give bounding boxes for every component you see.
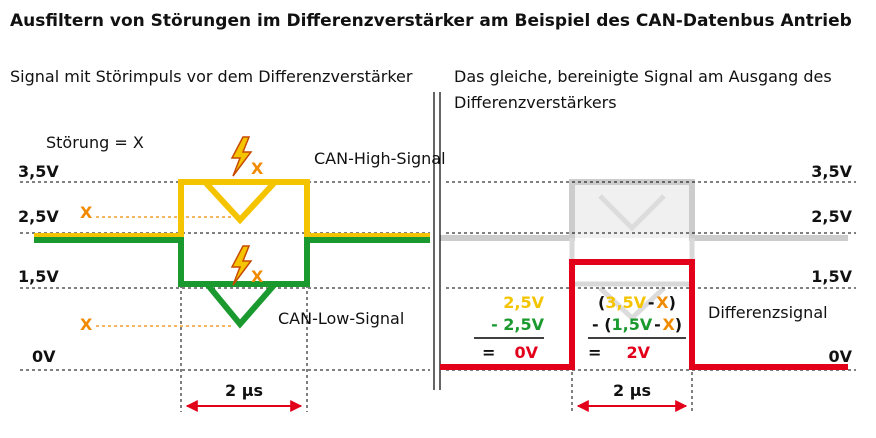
right-caption-line1: Das gleiche, bereinigte Signal am Ausgan… xyxy=(454,67,832,86)
differenzsignal-label: Differenzsignal xyxy=(708,303,828,322)
lightning-icon xyxy=(232,246,251,285)
can-low-trace xyxy=(34,240,430,284)
level-label-2v5-left: 2,5V xyxy=(18,207,59,226)
calc-left-eq: = xyxy=(482,343,495,362)
level-label-3v5-left: 3,5V xyxy=(18,162,59,181)
time-label-right: 2 µs xyxy=(613,381,651,400)
level-label-1v5-left: 1,5V xyxy=(18,267,59,286)
calc-right-line2: - (1,5V - X) xyxy=(592,315,682,334)
left-caption: Signal mit Störimpuls vor dem Differenzv… xyxy=(10,67,413,86)
x-marker-high: X xyxy=(251,159,264,178)
calc-left-result: 0V xyxy=(514,343,538,362)
calc-left: 2,5V - 2,5V = 0V xyxy=(474,293,545,362)
level-label-0v-right: 0V xyxy=(828,347,852,366)
level-label-0v-left: 0V xyxy=(32,347,56,366)
calc-left-b: - 2,5V xyxy=(491,315,545,334)
can-high-label: CAN-High-Signal xyxy=(314,149,446,168)
x-marker-low-ref: X xyxy=(80,315,93,334)
x-marker-2v5: X xyxy=(80,203,93,222)
calc-right-eq: = xyxy=(588,343,601,362)
level-label-2v5-right: 2,5V xyxy=(811,207,852,226)
can-low-label: CAN-Low-Signal xyxy=(278,309,404,328)
diagram-title: Ausfiltern von Störungen im Differenzver… xyxy=(10,11,852,31)
right-caption-line2: Differenzverstärkers xyxy=(454,93,617,112)
calc-left-a: 2,5V xyxy=(503,293,544,312)
calc-right-line1: (3,5V - X) xyxy=(598,293,676,312)
calc-right: (3,5V - X) - (1,5V - X) = 2V xyxy=(588,293,686,362)
x-marker-low: X xyxy=(251,267,264,286)
can-high-disturbance-notch xyxy=(205,182,275,220)
level-label-1v5-right: 1,5V xyxy=(811,267,852,286)
level-label-3v5-right: 3,5V xyxy=(811,162,852,181)
panel-separator xyxy=(434,92,440,390)
calc-right-result: 2V xyxy=(626,343,650,362)
time-label-left: 2 µs xyxy=(225,381,263,400)
lightning-icon xyxy=(232,137,251,176)
can-low-disturbance-notch xyxy=(207,284,275,324)
stoerung-label: Störung = X xyxy=(46,133,144,152)
